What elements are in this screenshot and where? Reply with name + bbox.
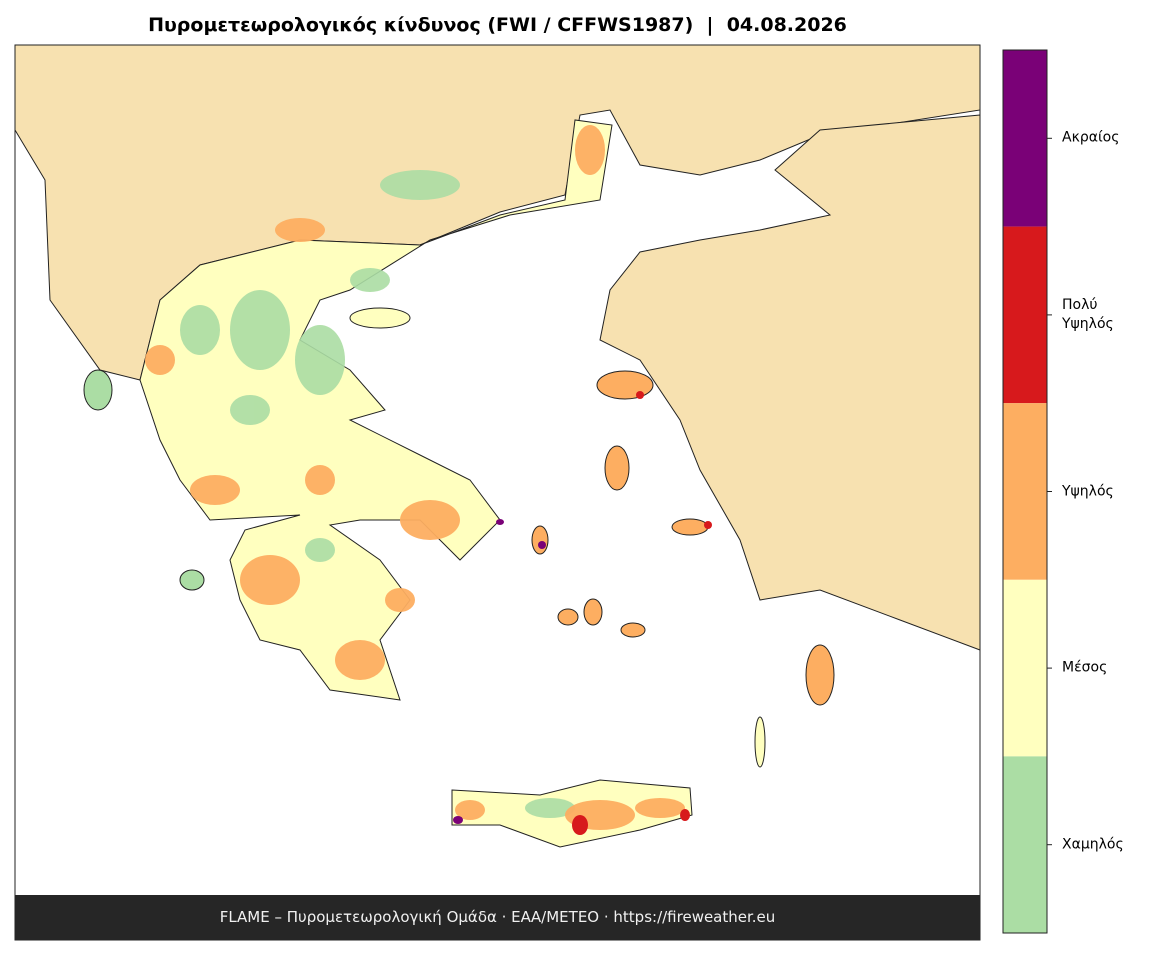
- greece-mainland: [139, 119, 613, 701]
- risk-patches: [145, 125, 712, 835]
- colorbar-segment: [1003, 579, 1047, 757]
- colorbar-label: Μέσος: [1062, 659, 1108, 676]
- islands: [83, 307, 835, 768]
- colorbar-segment: [1003, 756, 1047, 933]
- colorbar-label: Υψηλός: [1062, 483, 1114, 499]
- colorbar-frame: [1002, 49, 1048, 934]
- colorbar-segment: [1003, 226, 1047, 404]
- colorbar-label: Πολύ Υψηλός: [1062, 296, 1114, 332]
- colorbar-label: Ακραίος: [1062, 129, 1120, 146]
- colorbar-segment: [1003, 50, 1047, 227]
- footer: FLAME – Πυρομετεωρολογική Ομάδα · ΕΑΑ/ME…: [15, 895, 980, 940]
- neighbor-land: [14, 44, 981, 381]
- colorbar-segment: [1003, 403, 1047, 580]
- map-title: Πυρομετεωρολογικός κίνδυνος (FWI / CFFWS…: [148, 14, 847, 36]
- colorbar: [1002, 49, 1052, 934]
- turkey: [599, 114, 981, 651]
- colorbar-label: Χαμηλός: [1062, 836, 1124, 853]
- map-frame: [14, 44, 981, 941]
